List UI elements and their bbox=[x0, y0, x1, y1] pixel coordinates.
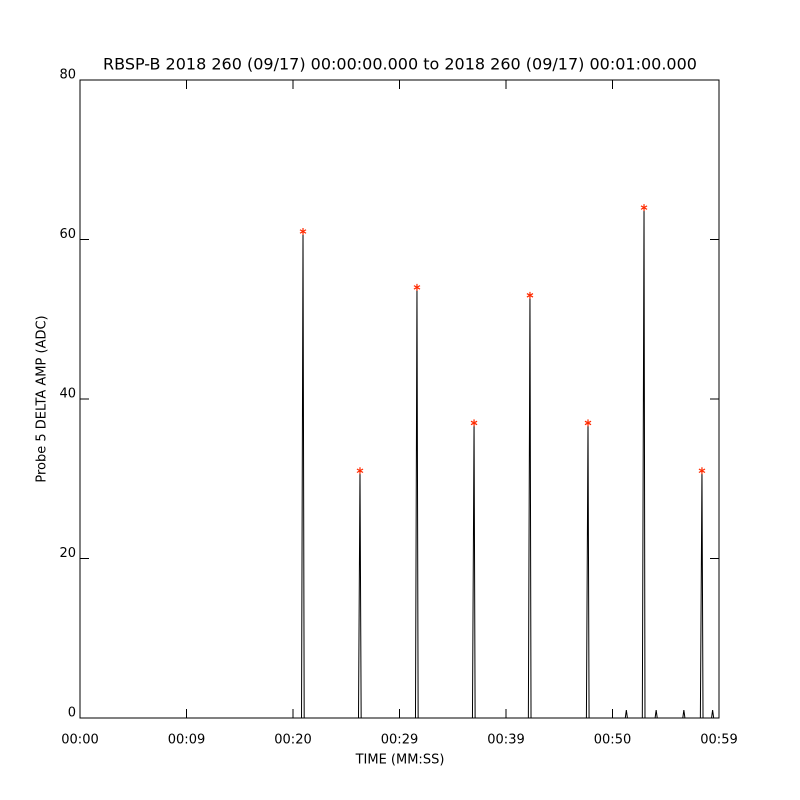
x-tick-label: 00:59 bbox=[700, 733, 737, 748]
x-tick-label: 00:39 bbox=[487, 733, 524, 748]
plot-frame bbox=[79, 79, 720, 719]
peak-marker bbox=[526, 291, 534, 299]
y-tick-label: 80 bbox=[59, 68, 76, 83]
y-tick-label: 20 bbox=[59, 546, 76, 561]
peak-marker bbox=[413, 283, 421, 291]
y-tick-label: 60 bbox=[59, 227, 76, 242]
x-tick-label: 00:50 bbox=[594, 733, 631, 748]
y-tick-label: 40 bbox=[59, 387, 76, 402]
chart-title: RBSP-B 2018 260 (09/17) 00:00:00.000 to … bbox=[103, 55, 697, 74]
y-axis-label: Probe 5 DELTA AMP (ADC) bbox=[35, 315, 50, 482]
peak-marker bbox=[470, 419, 478, 427]
x-tick-label: 00:29 bbox=[381, 733, 418, 748]
x-tick-label: 00:09 bbox=[168, 733, 205, 748]
y-tick-label: 0 bbox=[68, 706, 76, 721]
peak-marker bbox=[299, 228, 307, 236]
x-tick-label: 00:20 bbox=[274, 733, 311, 748]
peak-marker bbox=[584, 419, 592, 427]
x-axis-label: TIME (MM:SS) bbox=[355, 753, 445, 768]
peak-marker bbox=[640, 204, 648, 212]
signal-line bbox=[80, 207, 719, 719]
x-tick-label: 00:00 bbox=[61, 733, 98, 748]
peak-marker bbox=[698, 467, 706, 475]
peak-marker bbox=[356, 467, 364, 475]
